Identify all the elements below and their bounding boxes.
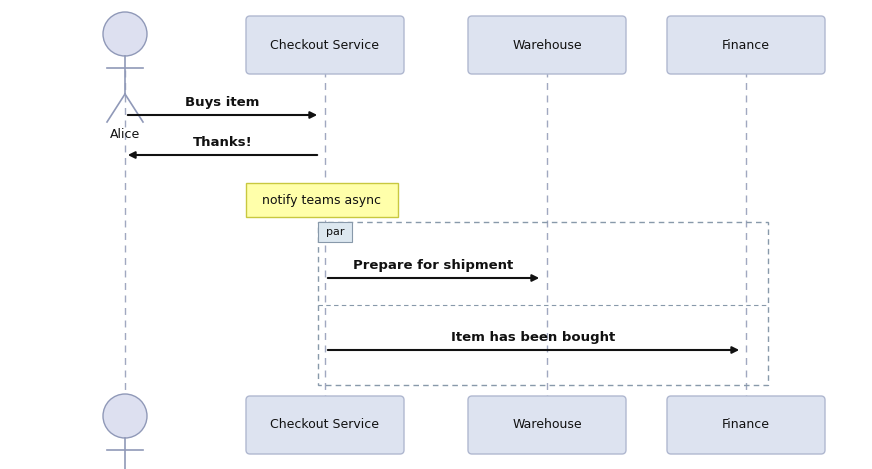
Text: Buys item: Buys item: [186, 96, 260, 109]
Text: Checkout Service: Checkout Service: [270, 38, 379, 52]
Bar: [318, 222, 768, 385]
Text: notify teams async: notify teams async: [262, 194, 381, 206]
Text: Alice: Alice: [110, 128, 140, 141]
Text: Warehouse: Warehouse: [512, 38, 582, 52]
Text: Warehouse: Warehouse: [512, 418, 582, 431]
FancyBboxPatch shape: [246, 183, 398, 217]
Text: par: par: [326, 227, 344, 237]
Circle shape: [103, 12, 147, 56]
FancyBboxPatch shape: [468, 396, 626, 454]
Text: Item has been bought: Item has been bought: [452, 331, 616, 344]
FancyBboxPatch shape: [468, 16, 626, 74]
Text: Prepare for shipment: Prepare for shipment: [353, 259, 514, 272]
Circle shape: [103, 394, 147, 438]
FancyBboxPatch shape: [667, 16, 825, 74]
Bar: [318, 222, 352, 242]
FancyBboxPatch shape: [667, 396, 825, 454]
Text: Finance: Finance: [722, 38, 770, 52]
Text: Finance: Finance: [722, 418, 770, 431]
Text: Checkout Service: Checkout Service: [270, 418, 379, 431]
Text: Thanks!: Thanks!: [193, 136, 252, 149]
FancyBboxPatch shape: [246, 16, 404, 74]
FancyBboxPatch shape: [246, 396, 404, 454]
